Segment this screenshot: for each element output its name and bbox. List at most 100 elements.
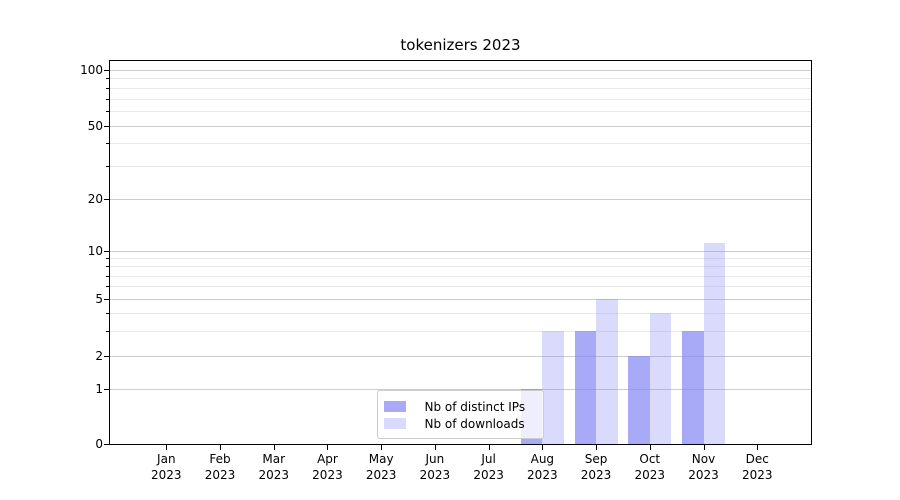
x-tick-label-year: 2023 (688, 467, 719, 482)
y-tick-label: 20 (87, 191, 103, 206)
x-tick-label-year: 2023 (419, 467, 451, 482)
y-minor-tick (106, 78, 109, 80)
legend: Nb of distinct IPs Nb of downloads (377, 390, 544, 439)
bar-downloads (596, 299, 618, 444)
x-tick-label: Mar 2023 (242, 452, 306, 483)
x-tick-label-year: 2023 (258, 467, 289, 482)
x-tick-label: Aug 2023 (510, 452, 574, 483)
x-tick (220, 445, 222, 450)
y-tick (104, 356, 109, 357)
x-tick-label-year: 2023 (473, 467, 504, 482)
bar-distinct-ips (628, 356, 650, 444)
x-tick (327, 445, 329, 450)
y-minor-tick (106, 166, 109, 168)
chart-title: tokenizers 2023 (400, 36, 521, 54)
y-tick-label: 5 (95, 292, 103, 307)
y-major-gridline (110, 389, 811, 390)
y-minor-gridline (110, 330, 811, 332)
y-major-gridline (110, 125, 811, 127)
x-tick-label: Oct 2023 (618, 452, 682, 483)
bar-downloads (542, 330, 564, 444)
y-minor-tick (106, 313, 109, 315)
x-tick-label: Dec 2023 (725, 452, 789, 483)
y-minor-gridline (110, 266, 811, 268)
y-tick-label: 1 (95, 382, 103, 396)
y-minor-gridline (110, 257, 811, 259)
x-tick-label-year: 2023 (312, 467, 343, 482)
y-tick (104, 444, 109, 445)
x-tick-label-year: 2023 (741, 467, 773, 482)
y-tick-label: 10 (87, 243, 103, 258)
y-tick-label: 100 (80, 63, 103, 77)
y-minor-tick (106, 275, 109, 277)
x-tick-label: Jun 2023 (403, 452, 467, 483)
legend-swatch-downloads (384, 418, 406, 429)
y-tick (104, 198, 109, 200)
y-minor-gridline (110, 143, 811, 145)
bar-distinct-ips (682, 330, 704, 444)
y-tick (104, 389, 109, 390)
y-major-gridline (110, 198, 811, 200)
legend-row-downloads: Nb of downloads (384, 415, 543, 432)
x-tick (596, 445, 598, 450)
x-tick (757, 445, 759, 450)
x-tick (166, 445, 168, 450)
y-major-gridline (110, 70, 811, 71)
y-minor-gridline (110, 87, 811, 89)
y-minor-tick (106, 286, 109, 288)
x-tick-label-year: 2023 (365, 467, 397, 482)
y-minor-tick (106, 330, 109, 332)
y-tick-label: 2 (95, 349, 103, 363)
y-minor-tick (106, 257, 109, 259)
y-minor-gridline (110, 98, 811, 100)
y-minor-tick (106, 143, 109, 145)
legend-row-distinct-ips: Nb of distinct IPs (384, 398, 543, 415)
x-tick-label: Jan 2023 (134, 452, 198, 483)
x-tick-label: Apr 2023 (295, 452, 359, 483)
x-tick-label-year: 2023 (204, 467, 236, 482)
y-minor-tick (106, 98, 109, 100)
bar-distinct-ips (574, 330, 597, 444)
x-tick-label: Jul 2023 (457, 452, 521, 483)
x-tick-label: Nov 2023 (672, 452, 736, 483)
x-tick-label-year: 2023 (580, 467, 612, 482)
x-tick-label: Sep 2023 (564, 452, 628, 483)
legend-label-distinct-ips: Nb of distinct IPs (424, 399, 526, 414)
x-tick (649, 445, 651, 450)
bar-downloads (649, 313, 672, 444)
x-tick (542, 445, 544, 450)
y-tick (104, 125, 109, 127)
y-tick-label: 50 (87, 118, 103, 133)
x-tick-label: Feb 2023 (188, 452, 252, 483)
y-minor-tick (106, 266, 109, 268)
y-major-gridline (110, 299, 811, 301)
y-major-gridline (110, 250, 811, 252)
legend-swatch-distinct-ips (384, 401, 406, 412)
plot-area (109, 60, 812, 445)
y-minor-gridline (110, 78, 811, 80)
y-minor-gridline (110, 166, 811, 168)
x-tick-label-year: 2023 (151, 467, 182, 482)
x-tick-label-year: 2023 (634, 467, 666, 482)
bar-downloads (703, 243, 725, 444)
x-tick (273, 445, 275, 450)
y-minor-tick (106, 87, 109, 89)
y-minor-gridline (110, 313, 811, 315)
legend-label-downloads: Nb of downloads (424, 416, 525, 431)
x-tick (381, 445, 383, 450)
x-tick (488, 445, 490, 450)
y-tick-label: 0 (95, 437, 103, 451)
y-minor-gridline (110, 286, 811, 288)
x-tick (703, 445, 705, 450)
y-minor-gridline (110, 111, 811, 113)
x-tick-label-year: 2023 (527, 467, 558, 482)
y-major-gridline (110, 356, 811, 357)
y-minor-gridline (110, 275, 811, 277)
x-tick-label: May 2023 (349, 452, 413, 483)
y-tick (104, 70, 109, 71)
y-tick (104, 250, 109, 252)
y-tick (104, 299, 109, 301)
y-minor-tick (106, 111, 109, 113)
x-tick (434, 445, 436, 450)
